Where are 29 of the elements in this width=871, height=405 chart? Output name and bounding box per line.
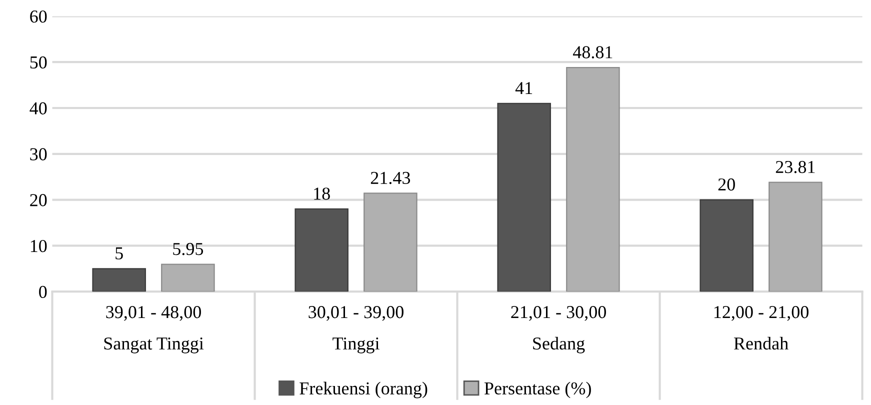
y-tick-label: 60	[30, 10, 47, 23]
bar	[566, 67, 620, 292]
data-label: 23.81	[776, 160, 815, 174]
legend-label: Frekuensi (orang)	[300, 382, 428, 398]
data-label: 41	[515, 82, 532, 94]
bar	[700, 199, 754, 292]
bar	[497, 102, 551, 292]
data-label: 5.95	[173, 242, 204, 256]
x-tick-label: 21,01 - 30,00 Sedang	[511, 306, 606, 354]
bar	[92, 268, 146, 292]
data-label: 48.81	[572, 46, 612, 58]
data-label: 5	[116, 247, 123, 260]
y-tick-label: 40	[30, 102, 47, 114]
bar	[364, 192, 418, 292]
bar	[294, 208, 348, 292]
y-tick-label: 30	[30, 148, 47, 160]
y-tick-label: 50	[30, 56, 47, 69]
data-label: 18	[314, 188, 330, 200]
bar	[161, 264, 215, 292]
y-tick-label: 0	[39, 286, 47, 298]
x-tick-label: 12,00 - 21,00 Rendah	[714, 306, 808, 350]
legend-label: Persentase (%)	[484, 382, 591, 398]
data-label: 20	[718, 178, 735, 191]
x-tick-label: 30,01 - 39,00 Tinggi	[308, 306, 404, 354]
bar	[768, 182, 822, 292]
y-tick-label: 10	[30, 240, 47, 252]
y-tick-label: 20	[30, 194, 47, 206]
x-tick-label: 39,01 - 48,00 Sangat Tinggi	[104, 306, 204, 354]
data-label: 21.43	[370, 172, 410, 184]
